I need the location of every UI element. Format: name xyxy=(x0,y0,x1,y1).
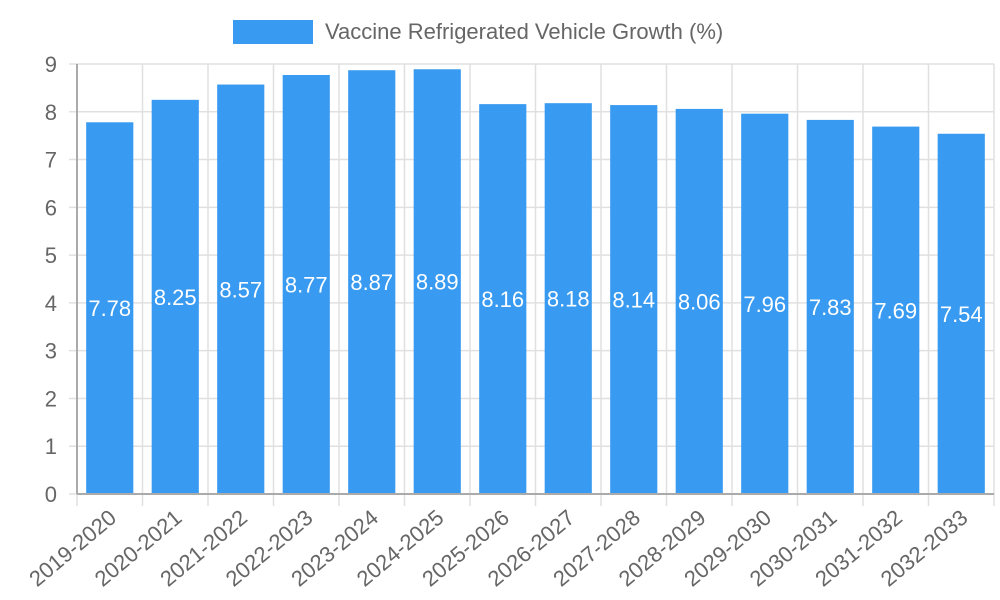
y-tick-label: 3 xyxy=(45,339,57,364)
bar-value-label: 8.18 xyxy=(547,287,590,312)
bar-value-label: 7.83 xyxy=(809,295,852,320)
legend-label: Vaccine Refrigerated Vehicle Growth (%) xyxy=(325,19,724,44)
bar[interactable] xyxy=(675,108,723,495)
bar-value-label: 8.14 xyxy=(612,288,655,313)
chart-legend[interactable]: Vaccine Refrigerated Vehicle Growth (%) xyxy=(233,19,723,45)
bar[interactable] xyxy=(217,84,265,495)
bar[interactable] xyxy=(544,103,592,494)
bar-value-label: 7.54 xyxy=(940,302,983,327)
y-tick-label: 6 xyxy=(45,195,57,220)
bar-value-label: 8.77 xyxy=(285,272,328,297)
bar[interactable] xyxy=(348,70,396,494)
bar[interactable] xyxy=(872,126,920,494)
bar-value-label: 8.57 xyxy=(219,277,262,302)
y-tick-label: 8 xyxy=(45,100,57,125)
bar[interactable] xyxy=(282,74,330,494)
bar-value-label: 8.25 xyxy=(154,285,197,310)
bar[interactable] xyxy=(610,105,658,494)
bar-value-label: 8.16 xyxy=(481,287,524,312)
y-tick-label: 2 xyxy=(45,386,57,411)
bar[interactable] xyxy=(937,133,985,494)
bar-value-label: 8.06 xyxy=(678,289,721,314)
bar-value-label: 7.78 xyxy=(88,296,131,321)
bar-value-label: 8.87 xyxy=(350,270,393,295)
bar[interactable] xyxy=(151,99,199,494)
legend-swatch xyxy=(233,20,313,44)
bar-value-label: 8.89 xyxy=(416,270,459,295)
y-tick-label: 7 xyxy=(45,148,57,173)
bar[interactable] xyxy=(479,104,527,494)
bar-value-label: 7.69 xyxy=(874,298,917,323)
y-tick-label: 0 xyxy=(45,482,57,507)
y-tick-label: 4 xyxy=(45,291,57,316)
y-tick-label: 1 xyxy=(45,434,57,459)
bar[interactable] xyxy=(806,119,854,495)
bar[interactable] xyxy=(741,113,789,494)
bar[interactable] xyxy=(86,122,134,495)
bar-value-label: 7.96 xyxy=(743,292,786,317)
y-tick-label: 9 xyxy=(45,52,57,77)
y-tick-label: 5 xyxy=(45,243,57,268)
bar[interactable] xyxy=(413,69,461,494)
